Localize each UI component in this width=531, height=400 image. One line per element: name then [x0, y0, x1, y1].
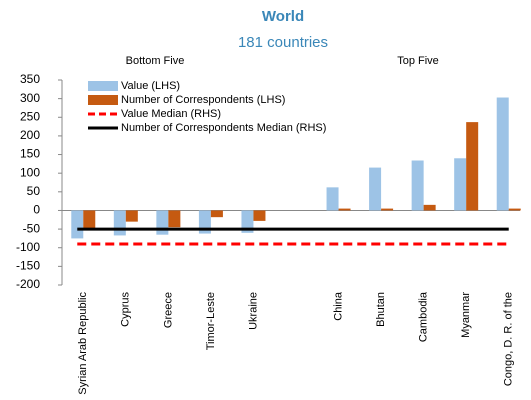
- x-tick-label: China: [332, 291, 344, 321]
- bar: [411, 160, 424, 211]
- bar: [508, 208, 521, 211]
- bar: [83, 210, 96, 229]
- y-tick-label: 0: [33, 203, 40, 217]
- x-tick-label: Greece: [162, 292, 174, 328]
- x-tick-label: Cambodia: [418, 291, 430, 342]
- x-tick-label: Cyprus: [120, 292, 132, 327]
- bar: [156, 210, 169, 235]
- bar: [369, 167, 382, 211]
- bar: [338, 208, 351, 211]
- annotation: Bottom Five: [126, 55, 185, 67]
- y-tick-label: 350: [20, 72, 40, 86]
- bar: [253, 210, 266, 221]
- y-tick-label: -200: [16, 277, 40, 291]
- legend-key: [88, 81, 118, 91]
- legend-key: [88, 95, 118, 105]
- legend-label: Number of Correspondents Median (RHS): [121, 122, 326, 134]
- x-tick-label: Congo, D. R. of the: [503, 292, 515, 386]
- y-tick-label: -100: [16, 240, 40, 254]
- y-tick-label: -150: [16, 259, 40, 273]
- annotation: Top Five: [397, 55, 439, 67]
- legend-label: Value Median (RHS): [121, 108, 221, 120]
- chart-title: World: [262, 8, 304, 25]
- x-tick-label: Timor-Leste: [205, 292, 217, 350]
- y-tick-label: 300: [20, 91, 40, 105]
- y-tick-label: 50: [27, 184, 41, 198]
- legend-label: Value (LHS): [121, 80, 180, 92]
- bar: [466, 122, 479, 211]
- bar: [241, 210, 254, 233]
- bar: [210, 210, 223, 218]
- bar: [113, 210, 126, 236]
- x-tick-label: Myanmar: [460, 292, 472, 338]
- y-tick-label: -50: [23, 221, 41, 235]
- bar: [326, 187, 339, 211]
- bar: [125, 210, 138, 222]
- bar: [381, 208, 394, 211]
- chart-subtitle: 181 countries: [238, 34, 328, 51]
- legend-label: Number of Correspondents (LHS): [121, 94, 285, 106]
- bar: [496, 97, 509, 211]
- x-tick-label: Syrian Arab Republic: [77, 292, 89, 395]
- bar: [423, 204, 436, 211]
- x-tick-label: Bhutan: [375, 292, 387, 327]
- bar: [168, 210, 181, 228]
- y-tick-label: 200: [20, 128, 40, 142]
- x-tick-label: Ukraine: [247, 292, 259, 330]
- bar: [71, 210, 84, 239]
- bar: [454, 158, 467, 211]
- y-tick-label: 250: [20, 109, 40, 123]
- y-tick-label: 150: [20, 147, 40, 161]
- y-tick-label: 100: [20, 165, 40, 179]
